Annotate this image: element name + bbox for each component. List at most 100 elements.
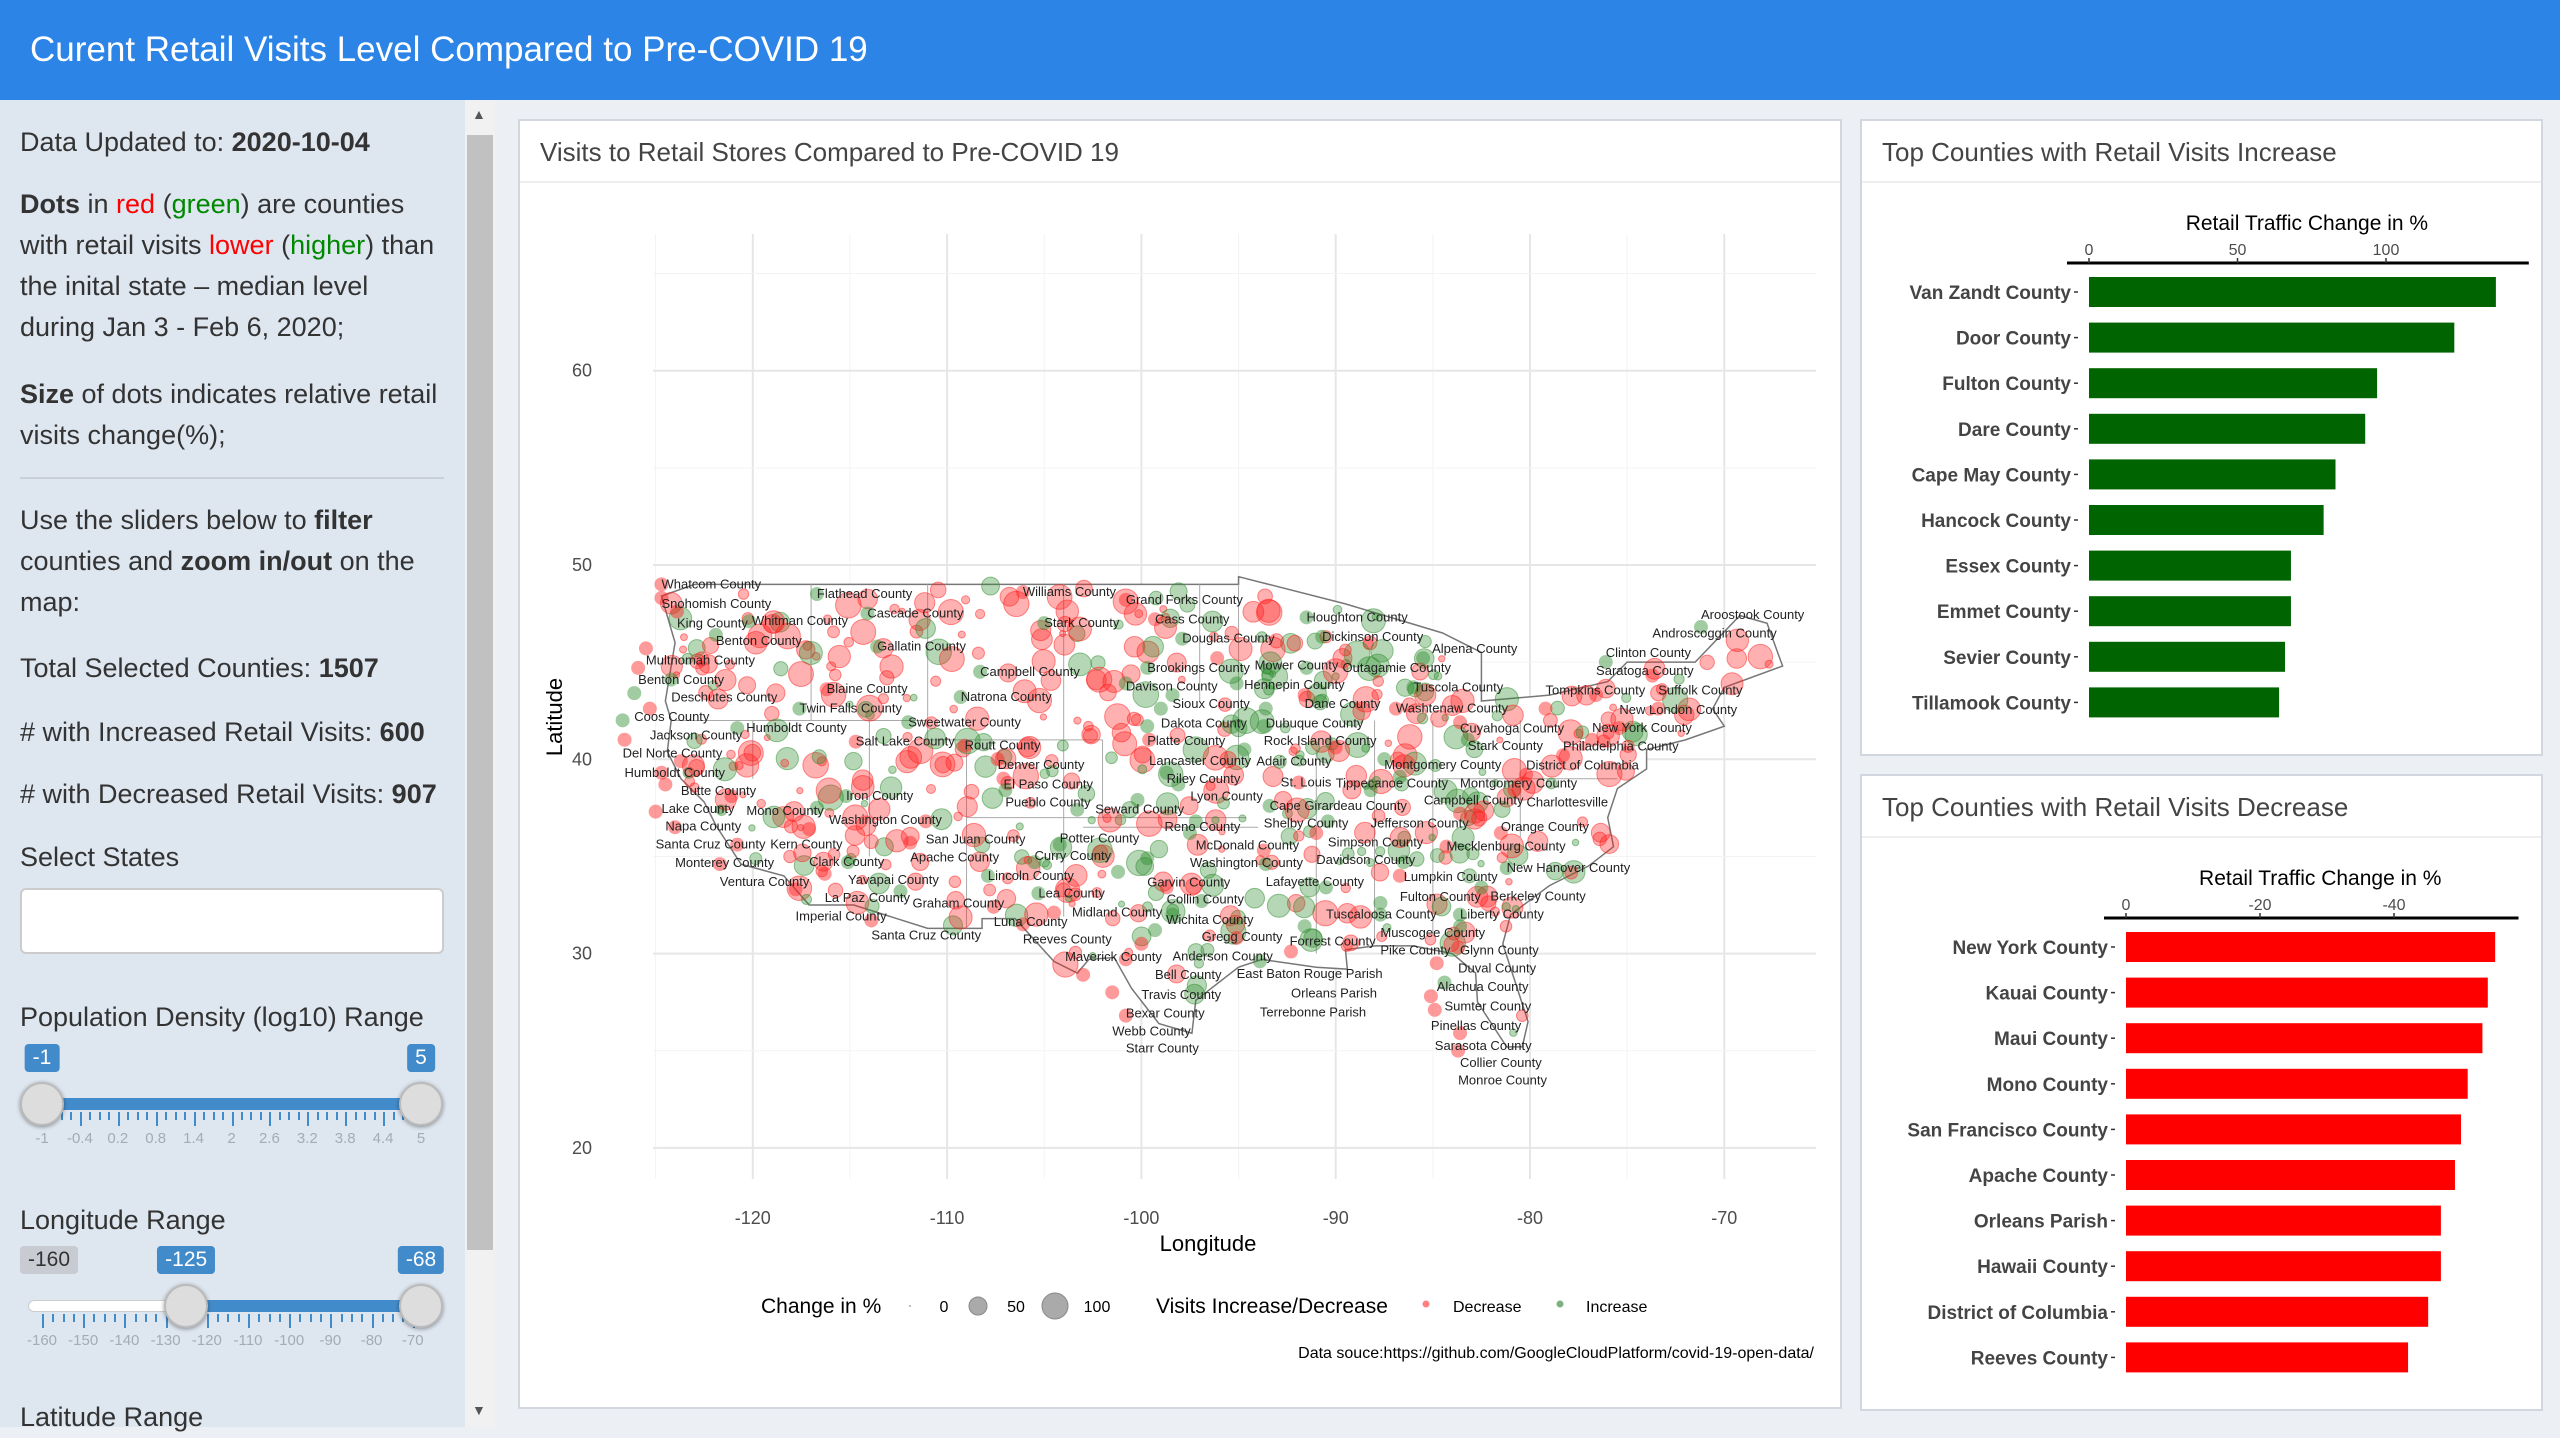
slider-tick bbox=[72, 1314, 75, 1322]
slider-tick bbox=[320, 1314, 323, 1322]
slider-tick bbox=[165, 1112, 168, 1120]
increased-count: # with Increased Retail Visits: 600 bbox=[20, 712, 450, 753]
slider-tick bbox=[144, 1314, 147, 1322]
t: Size bbox=[20, 379, 75, 409]
slider-tick-label: -100 bbox=[274, 1332, 305, 1349]
slider-tick bbox=[240, 1112, 243, 1120]
t: ) are counties with retail visits bbox=[20, 189, 405, 260]
slider-tick bbox=[155, 1112, 158, 1126]
pop-density-label: Population Density (log10) Range bbox=[20, 1002, 424, 1032]
slider-tick bbox=[278, 1314, 281, 1322]
slider-tick bbox=[227, 1314, 230, 1322]
scroll-down-icon[interactable]: ▼ bbox=[472, 1402, 486, 1418]
slider-tick bbox=[136, 1112, 139, 1120]
slider-range-fill bbox=[42, 1098, 421, 1110]
divider bbox=[20, 477, 444, 479]
slider-tick bbox=[383, 1112, 386, 1126]
slider-tick bbox=[165, 1314, 168, 1328]
scrollbar-thumb[interactable] bbox=[467, 135, 493, 1250]
slider-tick bbox=[309, 1314, 312, 1322]
slider-range-fill bbox=[186, 1300, 421, 1312]
slider-tick bbox=[193, 1112, 196, 1126]
slider-tick bbox=[237, 1314, 240, 1322]
slider-tick bbox=[62, 1314, 65, 1322]
t: higher bbox=[290, 230, 366, 260]
t: of dots indicates relative retail visits… bbox=[20, 379, 438, 450]
slider-tick bbox=[127, 1112, 130, 1120]
app-title: Curent Retail Visits Level Compared to P… bbox=[30, 30, 868, 69]
decreased-count: # with Decreased Retail Visits: 907 bbox=[20, 774, 450, 815]
t: green bbox=[171, 189, 241, 219]
slider-tick bbox=[83, 1314, 86, 1328]
slider-tick bbox=[340, 1314, 343, 1322]
slider-handle-to[interactable] bbox=[399, 1082, 443, 1126]
slider-tick-label: -90 bbox=[319, 1332, 342, 1349]
t: ( bbox=[273, 230, 291, 260]
dots-description: Dots in red ( green) are counties with re… bbox=[20, 184, 450, 348]
slider-tick-label: -70 bbox=[401, 1332, 424, 1349]
slider-tick bbox=[345, 1112, 348, 1126]
increase-panel-title: Top Counties with Retail Visits Increase bbox=[1862, 121, 2541, 183]
slider-to-badge: 5 bbox=[407, 1044, 435, 1072]
slider-tick bbox=[79, 1112, 82, 1126]
slider-tick bbox=[269, 1112, 272, 1126]
slider-tick-label: 2 bbox=[227, 1130, 236, 1147]
slider-handle-from[interactable] bbox=[164, 1284, 209, 1328]
slider-tick bbox=[52, 1314, 55, 1322]
map-panel: Visits to Retail Stores Compared to Pre-… bbox=[518, 119, 1842, 1409]
slider-tick-label: 1.4 bbox=[183, 1130, 205, 1147]
slider-tick bbox=[217, 1314, 220, 1322]
slider-tick bbox=[289, 1314, 292, 1328]
slider-tick bbox=[361, 1314, 364, 1322]
slider-tick-label: -130 bbox=[150, 1332, 181, 1349]
total-counties: Total Selected Counties: 1507 bbox=[20, 648, 450, 689]
slider-tick bbox=[222, 1112, 225, 1120]
slider-tick-label: -110 bbox=[233, 1332, 263, 1349]
slider-tick bbox=[364, 1112, 367, 1120]
slider-tick bbox=[146, 1112, 149, 1120]
slider-tick-label: -160 bbox=[26, 1332, 58, 1349]
decrease-panel: Top Counties with Retail Visits Decrease bbox=[1860, 774, 2543, 1411]
slider-tick bbox=[231, 1112, 234, 1126]
t: counties and bbox=[20, 546, 181, 576]
slider-tick bbox=[307, 1112, 310, 1126]
slider-tick bbox=[373, 1112, 376, 1120]
t: in bbox=[80, 189, 117, 219]
slider-tick-label: 0.2 bbox=[107, 1130, 129, 1147]
slider-tick bbox=[288, 1112, 291, 1120]
slider-tick bbox=[114, 1314, 117, 1322]
slider-tick bbox=[134, 1314, 137, 1322]
t: lower bbox=[209, 230, 274, 260]
select-states-input[interactable] bbox=[20, 888, 444, 954]
slider-tick-label: 4.4 bbox=[372, 1130, 394, 1147]
sidebar: Data Updated to: 2020-10-04 Dots in red … bbox=[0, 100, 465, 1432]
t: Total Selected Counties: bbox=[20, 653, 319, 683]
slider-tick bbox=[103, 1314, 106, 1322]
slider-tick bbox=[108, 1112, 111, 1120]
t: ) than the inital state – median level d… bbox=[20, 230, 435, 342]
slider-tick-label: -0.4 bbox=[66, 1130, 93, 1147]
slider-tick bbox=[124, 1314, 127, 1328]
slider-tick bbox=[174, 1112, 177, 1120]
slider-tick-label: 2.6 bbox=[258, 1130, 280, 1147]
t: red bbox=[116, 189, 156, 219]
slider-tick bbox=[299, 1314, 302, 1322]
t: filter bbox=[314, 505, 373, 535]
slider-tick bbox=[250, 1112, 253, 1120]
slider-from-badge: -125 bbox=[157, 1246, 216, 1274]
slider-handle-to[interactable] bbox=[399, 1284, 443, 1328]
slider-tick bbox=[93, 1314, 96, 1322]
latitude-label: Latitude Range bbox=[20, 1402, 204, 1432]
scroll-up-icon[interactable]: ▲ bbox=[472, 106, 486, 122]
size-description: Size of dots indicates relative retail v… bbox=[20, 374, 450, 456]
data-updated: Data Updated to: 2020-10-04 bbox=[20, 122, 450, 163]
t: Dots bbox=[20, 189, 80, 219]
t: # with Increased Retail Visits: bbox=[20, 717, 380, 747]
slider-tick bbox=[354, 1112, 357, 1120]
slider-tick-label: 0.8 bbox=[145, 1130, 167, 1147]
slider-handle-from[interactable] bbox=[20, 1082, 64, 1126]
slider-tick-label: 5 bbox=[416, 1130, 426, 1147]
slider-tick bbox=[259, 1112, 262, 1120]
slider-tick bbox=[60, 1112, 63, 1120]
slider-tick bbox=[278, 1112, 281, 1120]
